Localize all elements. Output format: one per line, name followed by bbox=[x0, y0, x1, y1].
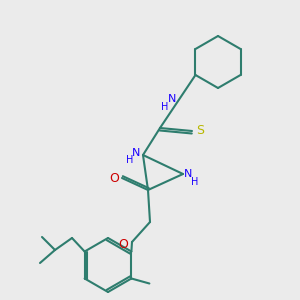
Text: H: H bbox=[191, 177, 199, 187]
Text: H: H bbox=[126, 155, 134, 165]
Text: O: O bbox=[109, 172, 119, 184]
Text: N: N bbox=[132, 148, 140, 158]
Text: S: S bbox=[196, 124, 204, 137]
Text: N: N bbox=[168, 94, 176, 104]
Text: N: N bbox=[184, 169, 192, 179]
Text: O: O bbox=[118, 238, 128, 250]
Text: H: H bbox=[161, 102, 169, 112]
